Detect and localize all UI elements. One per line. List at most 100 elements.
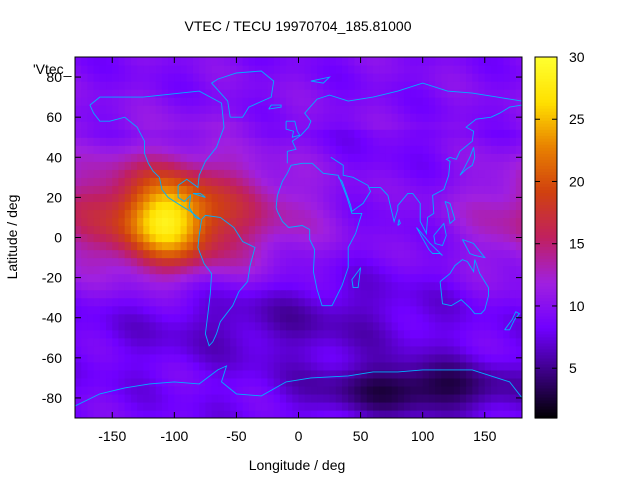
heatmap-cell (155, 57, 163, 66)
heatmap-cell (410, 113, 418, 122)
heatmap-cell (93, 377, 101, 387)
heatmap-cell (224, 361, 231, 371)
heatmap-cell (422, 113, 430, 122)
heatmap-cell (174, 345, 182, 355)
heatmap-cell (397, 393, 405, 403)
heatmap-cell (466, 401, 473, 411)
heatmap-cell (404, 377, 411, 387)
heatmap-cell (192, 393, 200, 403)
heatmap-cell (404, 273, 411, 283)
colorbar-segment (535, 90, 557, 94)
heatmap-cell (416, 393, 424, 403)
heatmap-cell (385, 281, 393, 291)
heatmap-cell (205, 281, 213, 291)
heatmap-cell (441, 345, 449, 355)
heatmap-cell (155, 241, 163, 251)
heatmap-cell (217, 361, 225, 371)
heatmap-cell (180, 185, 188, 194)
heatmap-cell (81, 321, 89, 331)
heatmap-cell (261, 345, 269, 355)
heatmap-cell (230, 265, 238, 275)
heatmap-cell (323, 305, 331, 315)
heatmap-cell (161, 401, 169, 411)
heatmap-cell (428, 81, 436, 90)
heatmap-cell (397, 161, 405, 170)
heatmap-cell (397, 329, 405, 339)
heatmap-cell (335, 201, 343, 211)
heatmap-cell (224, 225, 231, 235)
heatmap-cell (373, 241, 380, 251)
heatmap-cell (360, 265, 368, 275)
heatmap-cell (453, 361, 461, 371)
heatmap-cell (261, 409, 269, 418)
heatmap-cell (453, 393, 461, 403)
heatmap-cell (174, 81, 182, 90)
heatmap-cell (161, 281, 169, 291)
heatmap-cell (217, 273, 225, 283)
heatmap-cell (155, 265, 163, 275)
heatmap-cell (99, 241, 107, 251)
heatmap-cell (335, 369, 343, 379)
heatmap-cell (441, 145, 449, 154)
heatmap-cell (422, 233, 430, 243)
heatmap-cell (124, 353, 132, 363)
heatmap-cell (149, 73, 157, 82)
heatmap-cell (292, 353, 300, 363)
heatmap-cell (168, 121, 175, 130)
heatmap-cell (335, 313, 343, 323)
heatmap-cell (81, 273, 89, 283)
heatmap-cell (298, 265, 306, 275)
heatmap-cell (509, 385, 517, 395)
heatmap-cell (267, 201, 275, 211)
heatmap-cell (304, 145, 312, 154)
heatmap-cell (112, 361, 120, 371)
heatmap-cell (497, 369, 504, 379)
x-tick-label: -50 (226, 428, 246, 444)
heatmap-cell (466, 57, 473, 66)
heatmap-cell (286, 329, 293, 339)
heatmap-cell (422, 393, 430, 403)
heatmap-cell (422, 57, 430, 66)
heatmap-cell (236, 161, 244, 170)
heatmap-cell (503, 121, 511, 130)
heatmap-cell (149, 353, 157, 363)
heatmap-cell (118, 249, 126, 259)
heatmap-cell (211, 177, 219, 186)
heatmap-cell (236, 377, 244, 387)
heatmap-cell (348, 281, 355, 291)
heatmap-cell (416, 97, 424, 106)
heatmap-cell (292, 209, 300, 219)
colorbar-segment (535, 162, 557, 166)
heatmap-cell (453, 129, 461, 138)
heatmap-cell (416, 289, 424, 299)
heatmap-cell (93, 369, 101, 379)
heatmap-cell (199, 201, 206, 211)
heatmap-cell (124, 137, 132, 146)
heatmap-cell (459, 97, 467, 106)
heatmap-cell (416, 89, 424, 98)
heatmap-cell (341, 177, 349, 186)
heatmap-cell (255, 217, 262, 227)
heatmap-cell (286, 129, 293, 138)
heatmap-cell (397, 345, 405, 355)
heatmap-cell (149, 265, 157, 275)
heatmap-cell (503, 305, 511, 315)
heatmap-cell (224, 321, 231, 331)
heatmap-cell (490, 153, 498, 162)
heatmap-cell (143, 377, 151, 387)
heatmap-cell (478, 297, 486, 307)
heatmap-cell (292, 273, 300, 283)
heatmap-cell (286, 361, 293, 371)
heatmap-cell (379, 97, 387, 106)
heatmap-cell (441, 353, 449, 363)
heatmap-cell (428, 337, 436, 347)
heatmap-cell (174, 257, 182, 267)
heatmap-cell (137, 369, 144, 379)
heatmap-cell (106, 113, 113, 122)
heatmap-cell (248, 193, 256, 202)
heatmap-cell (435, 89, 442, 98)
colorbar-segment (535, 219, 557, 224)
heatmap-cell (447, 225, 455, 235)
heatmap-cell (155, 321, 163, 331)
heatmap-cell (515, 305, 522, 315)
